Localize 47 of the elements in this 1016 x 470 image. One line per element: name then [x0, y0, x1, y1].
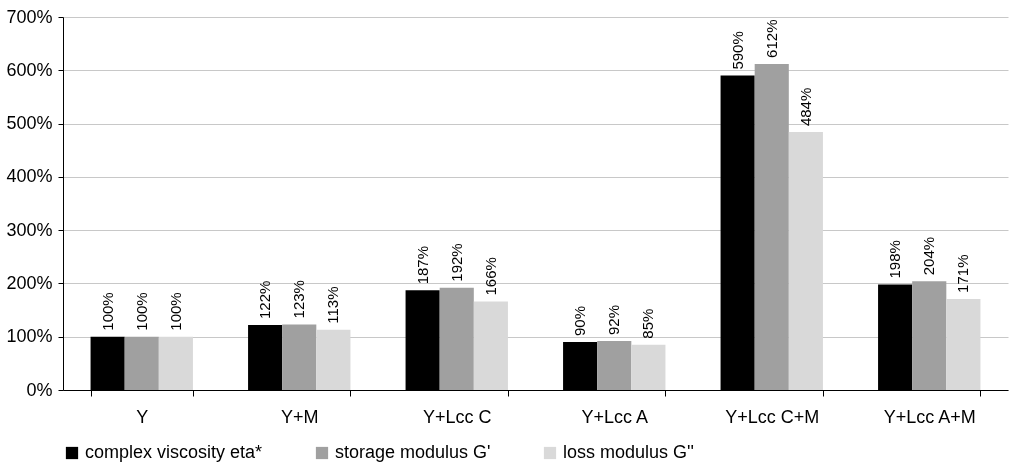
data-label: 113%	[324, 286, 342, 324]
bar	[597, 340, 632, 390]
data-label: 590%	[728, 31, 746, 70]
data-label: 123%	[290, 280, 308, 319]
y-tick-label: 0%	[26, 379, 53, 400]
data-label: 187%	[413, 245, 431, 285]
y-tick-label: 200%	[6, 272, 53, 293]
bar	[912, 281, 947, 390]
bar	[439, 287, 474, 390]
bar	[631, 344, 666, 390]
data-label: 166%	[481, 257, 499, 296]
y-tick-label: 100%	[6, 326, 53, 347]
bar	[946, 298, 981, 390]
bar	[316, 329, 351, 390]
y-tick-label: 500%	[6, 113, 53, 134]
data-label: 204%	[920, 236, 938, 276]
data-label: 100%	[98, 292, 116, 331]
y-tick-label: 400%	[6, 166, 53, 187]
data-label: 122%	[256, 280, 274, 319]
bar	[473, 301, 508, 390]
data-label: 90%	[571, 306, 589, 337]
legend-label: complex viscosity eta*	[85, 442, 263, 462]
data-label: 171%	[954, 254, 972, 293]
data-label: 612%	[762, 19, 780, 58]
bar	[124, 336, 159, 390]
bar	[754, 63, 789, 390]
data-label: 484%	[796, 87, 814, 127]
legend-label: loss modulus G''	[563, 442, 694, 462]
y-tick-label: 600%	[6, 59, 53, 80]
bar	[282, 324, 317, 390]
x-tick-label: Y+Lcc A+M	[883, 406, 976, 427]
x-tick-label: Y	[136, 406, 149, 427]
x-tick-label: Y+Lcc A	[581, 406, 649, 427]
y-tick-label: 300%	[6, 219, 53, 240]
x-tick-label: Y+M	[280, 406, 319, 427]
data-label: 85%	[639, 308, 657, 339]
data-label: 100%	[132, 292, 150, 331]
legend-label: storage modulus G'	[335, 442, 491, 462]
data-label: 92%	[605, 304, 623, 335]
data-label: 192%	[447, 243, 465, 282]
y-tick-label: 700%	[6, 6, 53, 27]
data-label: 100%	[166, 292, 184, 331]
data-label: 198%	[886, 240, 904, 279]
bar	[158, 336, 193, 390]
x-tick-label: Y+Lcc C+M	[725, 406, 820, 427]
bar	[788, 132, 823, 390]
x-tick-label: Y+Lcc C	[422, 406, 492, 427]
